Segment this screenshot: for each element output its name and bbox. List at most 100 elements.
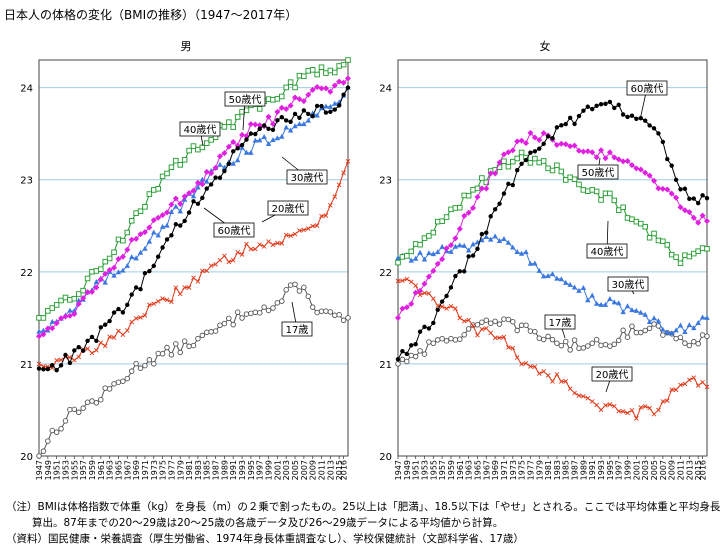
point-s17	[580, 345, 587, 351]
point-s20	[682, 381, 688, 387]
point-s40	[190, 143, 197, 149]
point-s60	[581, 108, 586, 113]
point-s50	[102, 270, 109, 277]
point-s30	[190, 193, 197, 199]
point-s40	[593, 188, 600, 195]
point-s20	[528, 364, 533, 369]
point-s60	[328, 109, 333, 115]
point-s60	[253, 131, 258, 137]
point-s30	[492, 233, 498, 239]
point-s30	[483, 233, 489, 239]
x-tick-label: 1991	[229, 460, 238, 480]
point-s50	[327, 88, 334, 95]
point-s40	[704, 246, 710, 252]
point-s40	[181, 157, 188, 163]
point-s60	[537, 146, 542, 151]
point-s20	[581, 393, 586, 399]
point-s20	[695, 383, 701, 388]
callout-s30: 30歳代	[281, 156, 328, 185]
point-s60	[336, 103, 342, 108]
point-s30	[439, 243, 445, 249]
point-s60	[235, 146, 240, 151]
point-s60	[58, 363, 64, 368]
x-tick-label: 1951	[412, 460, 421, 480]
series-s60	[36, 85, 351, 373]
point-s50	[124, 246, 131, 253]
point-s17	[45, 438, 51, 444]
point-s60	[413, 341, 418, 347]
point-s60	[691, 196, 696, 201]
point-s60	[133, 285, 139, 290]
point-s17	[695, 340, 701, 347]
point-s50	[447, 242, 454, 249]
point-s20	[603, 402, 608, 408]
point-s40	[430, 229, 437, 236]
callout-label: 40歳代	[184, 124, 217, 136]
point-s60	[261, 123, 267, 128]
x-tick-label: 1965	[473, 460, 482, 480]
point-s20	[116, 328, 121, 334]
point-s30	[677, 322, 684, 328]
point-s60	[444, 293, 449, 299]
point-s50	[456, 225, 463, 232]
x-tick-label: 1953	[420, 460, 429, 480]
point-s50	[164, 209, 171, 216]
point-s30	[563, 279, 569, 285]
point-s50	[575, 147, 582, 154]
callout-box	[577, 164, 619, 180]
point-s60	[50, 362, 55, 368]
series-line-s17	[38, 283, 349, 457]
point-s50	[668, 190, 675, 197]
point-s50	[71, 310, 78, 317]
point-s60	[528, 150, 533, 155]
point-s40	[323, 70, 329, 76]
point-s30	[217, 161, 223, 167]
point-s60	[208, 182, 214, 187]
point-s50	[212, 164, 219, 171]
point-s17	[111, 381, 117, 387]
point-s40	[106, 255, 113, 262]
point-s30	[505, 239, 512, 245]
point-s20	[567, 386, 573, 392]
point-s17	[199, 332, 206, 339]
point-s20	[664, 398, 670, 404]
point-s40	[98, 266, 104, 272]
x-tick-label: 2003	[282, 460, 291, 480]
point-s20	[54, 358, 59, 363]
point-s30	[549, 271, 556, 277]
point-s17	[261, 304, 267, 310]
point-s60	[563, 121, 568, 127]
x-tick-label: 1993	[238, 460, 247, 480]
point-s60	[643, 118, 648, 123]
point-s20	[545, 372, 551, 378]
x-tick-label: 1999	[265, 460, 274, 480]
point-s60	[695, 200, 701, 206]
point-s20	[275, 240, 280, 246]
point-s40	[120, 237, 126, 244]
point-s20	[687, 377, 692, 383]
point-s20	[111, 335, 117, 340]
point-s40	[177, 162, 184, 168]
point-s50	[155, 214, 162, 221]
point-s40	[642, 223, 648, 230]
point-s50	[44, 325, 51, 332]
point-s60	[514, 168, 520, 173]
point-s20	[182, 285, 187, 290]
point-s30	[265, 141, 272, 147]
point-s17	[682, 340, 688, 346]
point-s40	[417, 241, 423, 248]
callout-box	[179, 121, 221, 137]
point-s60	[700, 193, 705, 198]
point-s50	[593, 154, 600, 161]
point-s30	[129, 254, 135, 260]
point-s60	[103, 322, 108, 327]
point-s17	[496, 321, 503, 327]
point-s50	[115, 256, 122, 263]
point-s20	[323, 213, 329, 218]
point-s30	[155, 232, 161, 238]
point-s50	[655, 185, 662, 192]
point-s20	[288, 233, 293, 239]
point-s17	[142, 362, 148, 369]
point-s30	[120, 267, 126, 273]
